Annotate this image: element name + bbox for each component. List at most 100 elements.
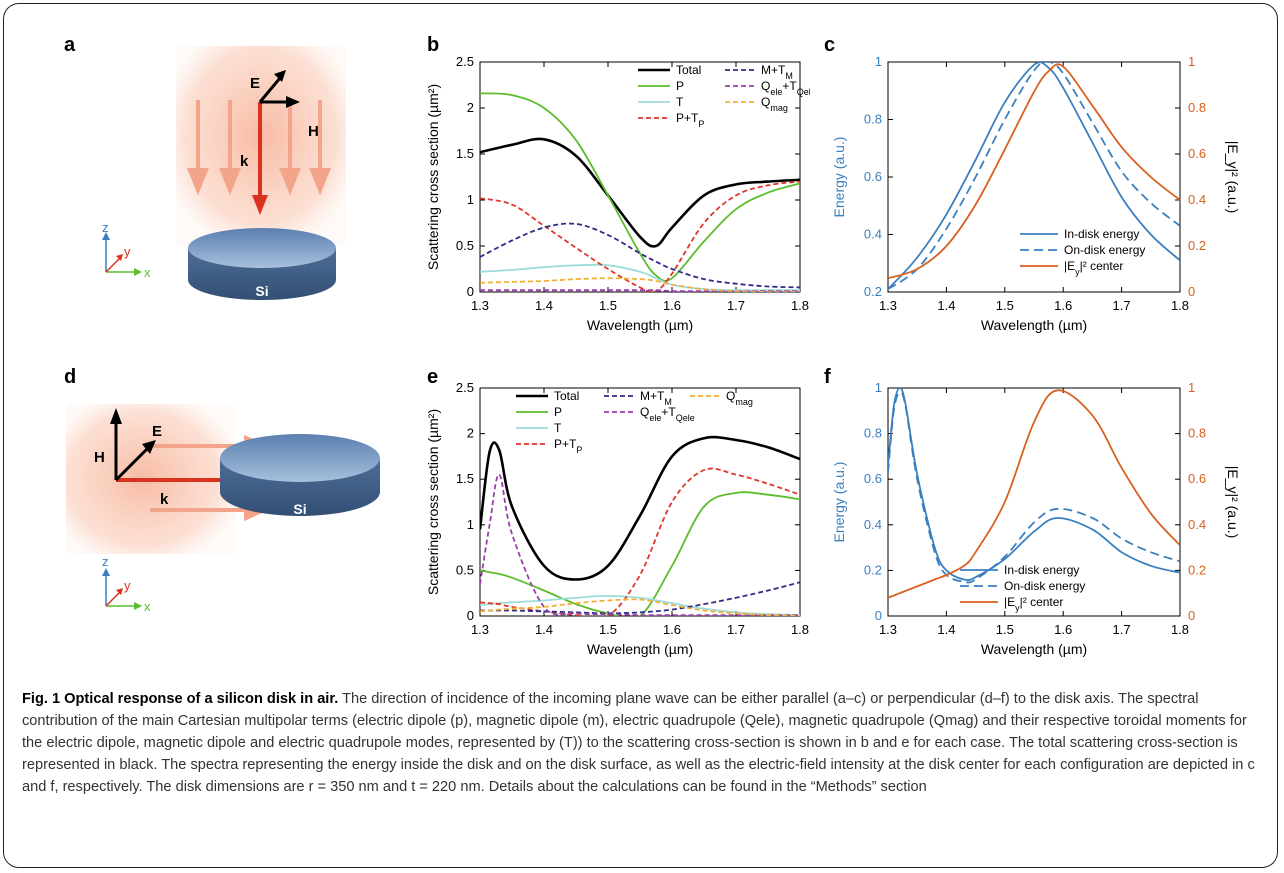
y2-tick-label: 0.2: [1188, 238, 1206, 253]
x-tick-label: 1.7: [1113, 298, 1131, 313]
silicon-disk: [188, 228, 336, 300]
x-tick-label: 1.3: [879, 622, 897, 637]
legend-label: In-disk energy: [1004, 563, 1079, 577]
x-tick-label: 1.6: [1054, 298, 1072, 313]
disk-label: Si: [255, 283, 268, 299]
legend-label: Qele+TQele: [761, 79, 810, 97]
y-tick-label: 1: [875, 380, 882, 395]
axis-z: z: [102, 554, 109, 569]
x-tick-label: 1.7: [727, 298, 745, 313]
y-tick-label: 1.5: [456, 471, 474, 486]
series-MTM-dashed: [480, 222, 800, 289]
x-tick-label: 1.4: [937, 298, 955, 313]
x-tick-label: 1.4: [535, 298, 553, 313]
y-axis-label: Scattering cross section (µm²): [425, 409, 441, 595]
legend-label: T: [554, 421, 562, 435]
legend: In-disk energy On-disk energy |Ey|² center: [1020, 227, 1145, 277]
axis-x: x: [144, 599, 151, 614]
series-Qmag-dashed: [480, 598, 800, 616]
x-tick-label: 1.3: [471, 298, 489, 313]
y2-tick-label: 0.4: [1188, 192, 1206, 207]
y-tick-label: 1.5: [456, 146, 474, 161]
e-arrow-head: [274, 70, 286, 82]
plot-frame: [887, 61, 1181, 293]
x-tick-label: 1.7: [727, 622, 745, 637]
series-energy_blue-dashed: [888, 391, 1180, 584]
y-tick-label: 2: [467, 426, 474, 441]
legend-label: Qele+TQele: [640, 405, 695, 423]
y2-tick-label: 0.4: [1188, 517, 1206, 532]
label-E: E: [250, 75, 260, 92]
incident-arrows: [187, 100, 331, 196]
legend-label: P: [554, 405, 562, 419]
legend-label: P+TP: [676, 111, 704, 129]
plot-frame: [887, 387, 1181, 617]
x-tick-label: 1.5: [996, 298, 1014, 313]
x-axis-label: Wavelength (µm): [587, 641, 693, 657]
legend-label: M+TM: [640, 389, 672, 407]
panel-label-d: d: [64, 366, 77, 388]
legend-label: Qmag: [726, 389, 753, 407]
disk-label: Si: [293, 501, 306, 517]
legend-label: In-disk energy: [1064, 227, 1139, 241]
axis-x: x: [144, 265, 151, 280]
y-axis-label: Energy (a.u.): [831, 462, 847, 543]
e-arrow-head: [142, 440, 156, 454]
y-axis-label: Energy (a.u.): [831, 137, 847, 218]
y2-tick-label: 0.2: [1188, 562, 1206, 577]
schematic-parallel: E H k Si z y x: [102, 46, 346, 300]
x-axis-label: Wavelength (µm): [981, 641, 1087, 657]
h-arrow-head: [286, 96, 300, 108]
y-tick-label: 2: [467, 100, 474, 115]
legend-label: On-disk energy: [1064, 243, 1145, 257]
axis-y: y: [124, 244, 131, 259]
h-arrow-head: [110, 408, 122, 424]
legend-label: M+TM: [761, 63, 793, 81]
y-tick-label: 0.4: [864, 227, 882, 242]
label-k: k: [160, 491, 169, 508]
y2-tick-label: 0.6: [1188, 471, 1206, 486]
y-tick-label: 0.4: [864, 517, 882, 532]
x-tick-label: 1.3: [471, 622, 489, 637]
x-tick-label: 1.4: [937, 622, 955, 637]
panel-label-f: f: [824, 366, 831, 388]
legend-label: Total: [676, 63, 701, 77]
panel-label-a: a: [64, 34, 76, 56]
legend-label: |Ey|² center: [1064, 259, 1123, 277]
y2-axis-label: |E_y|² (a.u.): [1225, 466, 1241, 539]
axis-z: z: [102, 220, 109, 235]
label-E: E: [152, 423, 162, 440]
y-tick-label: 0.8: [864, 112, 882, 127]
y-tick-label: 2.5: [456, 380, 474, 395]
series-energy_blue: [888, 62, 1180, 290]
y-tick-label: 0.8: [864, 426, 882, 441]
y2-tick-label: 1: [1188, 380, 1195, 395]
x-tick-label: 1.6: [663, 622, 681, 637]
y-tick-label: 0: [467, 608, 474, 623]
y2-tick-label: 0.8: [1188, 426, 1206, 441]
field-vectors: [252, 70, 300, 215]
y-tick-label: 0: [467, 284, 474, 299]
legend-label: |Ey|² center: [1004, 595, 1063, 613]
x-tick-label: 1.5: [599, 622, 617, 637]
chart-e: 1.3 1.4 1.5 1.6 1.7 1.8 0 0.5 1 1.5 2 2.5 Wavelength…: [425, 380, 809, 657]
y-tick-label: 1: [875, 54, 882, 69]
x-tick-label: 1.8: [791, 622, 809, 637]
legend-label: On-disk energy: [1004, 579, 1085, 593]
y-axis-label: Scattering cross section (µm²): [425, 84, 441, 270]
x-tick-label: 1.6: [663, 298, 681, 313]
plot-frame: [479, 61, 801, 293]
x-tick-label: 1.7: [1113, 622, 1131, 637]
series-energy_blue-dashed: [888, 62, 1180, 290]
x-tick-label: 1.8: [1171, 298, 1189, 313]
coordinate-axes: z y x: [102, 220, 151, 280]
y-tick-label: 1: [467, 192, 474, 207]
label-H: H: [308, 123, 319, 140]
y-tick-label: 1: [467, 517, 474, 532]
schematic-perpendicular: E H k Si z y x: [66, 404, 380, 614]
series-energy_blue: [888, 388, 1180, 582]
legend: In-disk energy On-disk energy |Ey|² center: [960, 563, 1085, 613]
caption-title: Fig. 1 Optical response of a silicon dis…: [22, 691, 339, 707]
label-k: k: [240, 153, 249, 170]
